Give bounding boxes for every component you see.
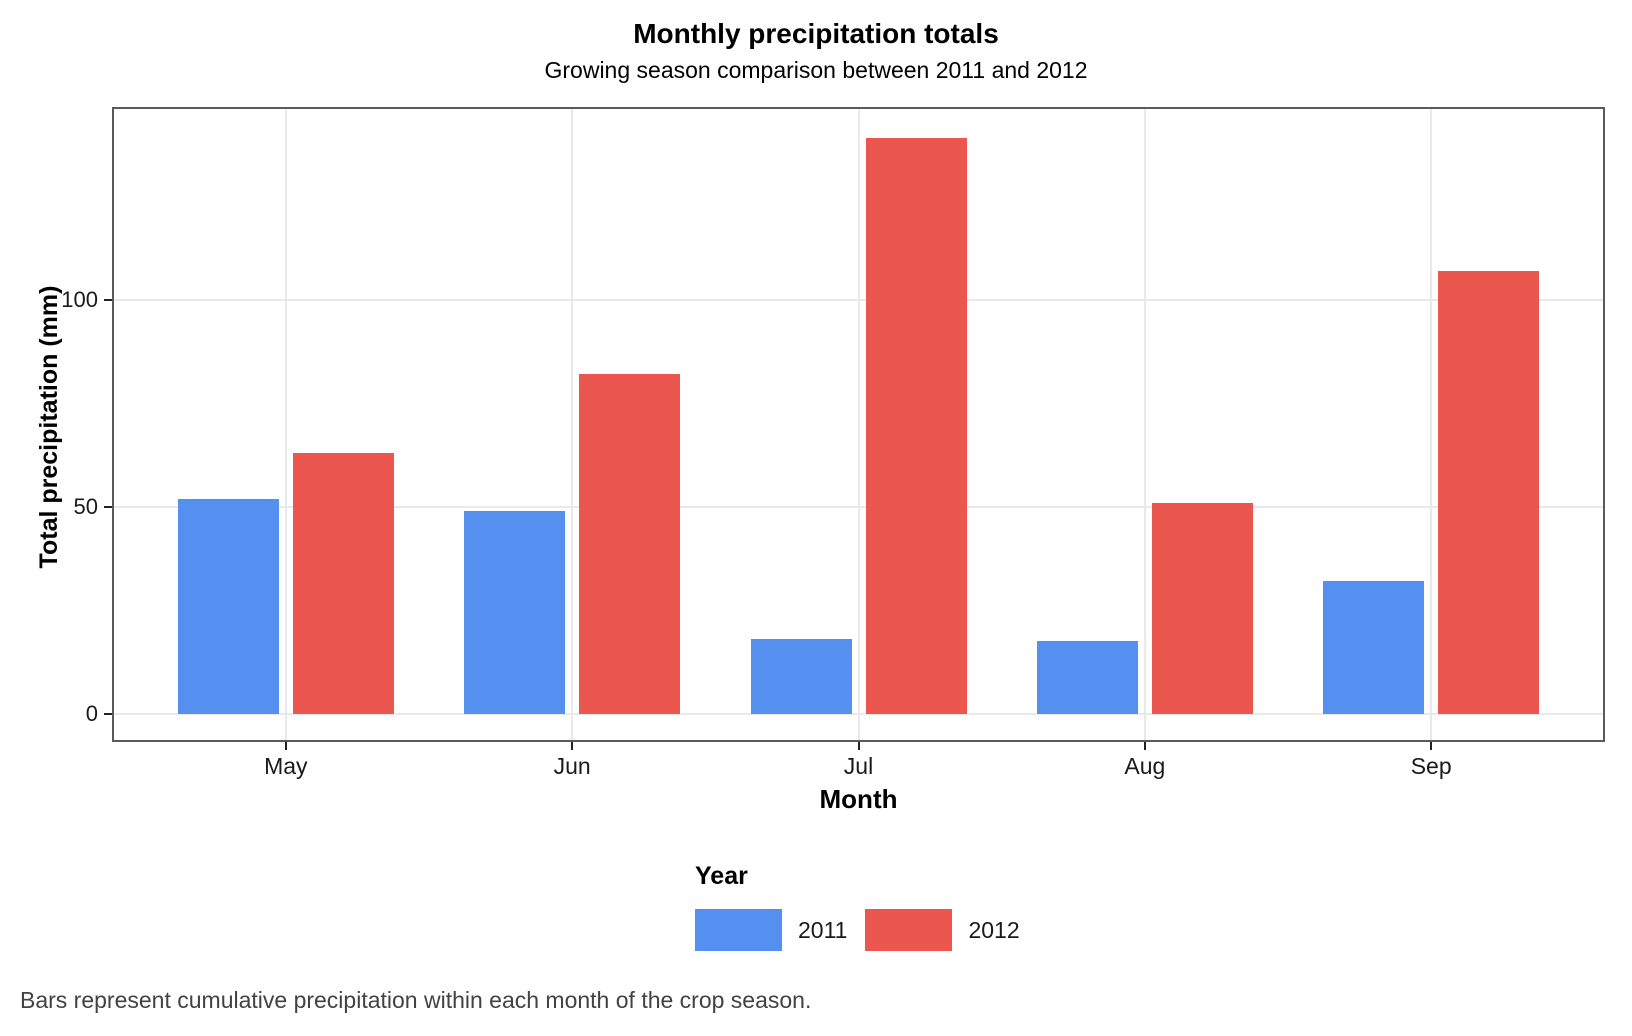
bar-2011-jul (750, 639, 852, 714)
x-tick-mark-aug (1143, 742, 1146, 750)
legend-label-2012: 2012 (968, 916, 1020, 943)
y-tick-label-100: 100 (61, 286, 98, 312)
gridline-x-sep (1430, 109, 1433, 740)
legend-row: 2011 2012 (695, 909, 1038, 951)
bar-2012-jul (865, 138, 967, 714)
bar-group-jul (750, 138, 967, 714)
bar-2012-sep (1438, 271, 1540, 714)
bar-2011-may (177, 499, 279, 714)
x-tick-mark-may (284, 742, 287, 750)
bar-group-aug (1036, 503, 1253, 714)
x-tick-mark-sep (1430, 742, 1433, 750)
bar-group-may (177, 453, 394, 714)
x-tick-label-jun: Jun (553, 753, 591, 779)
gridline-x-may (284, 109, 287, 740)
y-axis-title: Total precipitation (mm) (35, 285, 63, 569)
bar-2012-aug (1151, 503, 1253, 714)
y-tick-label-0: 0 (85, 701, 98, 726)
y-tick-label-50: 50 (73, 493, 98, 519)
y-tick-mark-50 (104, 505, 112, 508)
chart-title: Monthly precipitation totals (633, 18, 999, 49)
gridline-x-jul (857, 109, 860, 740)
x-tick-mark-jul (857, 742, 860, 750)
bar-group-jun (464, 374, 681, 714)
chart-subtitle: Growing season comparison between 2011 a… (544, 57, 1088, 83)
bar-group-sep (1323, 271, 1540, 714)
x-tick-label-sep: Sep (1410, 753, 1452, 779)
bar-2012-jun (579, 374, 681, 714)
gridline-x-jun (571, 109, 574, 740)
x-tick-label-jul: Jul (843, 753, 874, 779)
plot-panel (112, 107, 1605, 742)
bar-2011-aug (1036, 641, 1138, 714)
bar-2011-sep (1323, 581, 1425, 714)
chart-caption: Bars represent cumulative precipitation … (20, 987, 812, 1013)
x-tick-mark-jun (571, 742, 574, 750)
legend: Year 2011 2012 (695, 862, 1038, 951)
legend-item-2011: 2011 (695, 909, 847, 951)
y-tick-mark-100 (104, 298, 112, 301)
x-tick-label-may: May (264, 753, 308, 779)
legend-label-2011: 2011 (798, 916, 848, 943)
x-tick-label-aug: Aug (1124, 753, 1166, 779)
legend-swatch-2011 (695, 909, 782, 951)
bar-2012-may (292, 453, 394, 714)
legend-swatch-2012 (865, 909, 953, 951)
y-tick-mark-0 (104, 713, 112, 715)
gridline-x-aug (1143, 109, 1146, 740)
legend-title: Year (695, 862, 748, 890)
x-axis-title: Month (819, 784, 898, 814)
bar-2011-jun (464, 511, 566, 714)
legend-item-2012: 2012 (865, 909, 1020, 951)
